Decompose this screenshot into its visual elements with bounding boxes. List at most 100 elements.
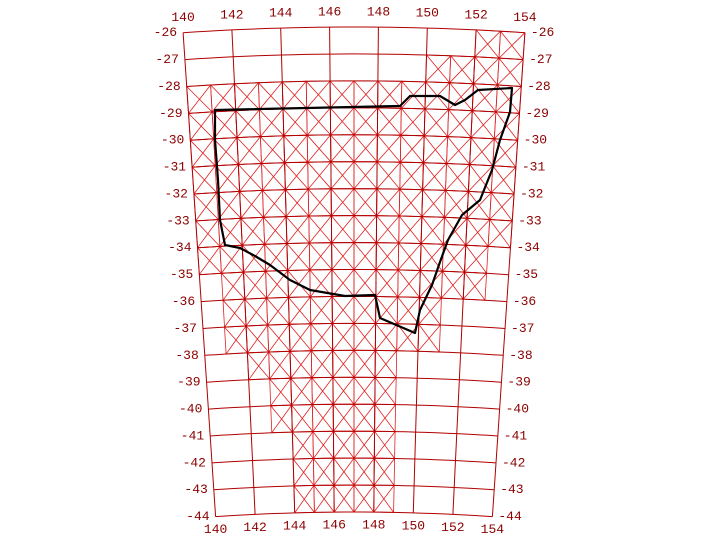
latitude-line — [199, 269, 509, 276]
lat-label-right: -32 — [520, 186, 543, 201]
grid-cell — [353, 349, 376, 378]
grid-cell — [353, 322, 377, 351]
grid-cell — [236, 136, 262, 165]
lon-label-top: 140 — [171, 10, 194, 25]
grid-cell — [246, 351, 271, 381]
grid-cell — [305, 80, 331, 109]
grid-cell — [284, 161, 309, 191]
grid-cell — [375, 242, 400, 271]
grid-cell — [282, 107, 308, 137]
lon-label-bottom: 142 — [243, 520, 266, 535]
grid-cell — [241, 243, 267, 273]
grid-cell — [399, 161, 424, 191]
grid-cell — [189, 138, 216, 168]
grid-cell — [258, 108, 285, 138]
grid-cell — [332, 349, 355, 378]
lat-label-left: -32 — [165, 186, 188, 201]
grid-cell — [243, 270, 268, 300]
grid-cell — [332, 430, 355, 459]
grid-cell — [288, 323, 312, 352]
grid-cell — [353, 161, 378, 190]
lon-label-bottom: 146 — [323, 518, 346, 533]
grid-cell — [264, 243, 289, 272]
lat-label-right: -35 — [515, 267, 538, 282]
grid-cell — [417, 323, 441, 353]
latitude-line — [186, 80, 522, 87]
grid-cell — [313, 484, 335, 513]
grid-cell — [244, 297, 269, 327]
grid-cell — [312, 457, 335, 486]
grid-cell — [353, 376, 376, 405]
grid-cell — [197, 245, 222, 276]
lat-label-left: -38 — [175, 348, 198, 363]
grid-cell — [498, 30, 526, 61]
grid-cell — [353, 457, 375, 486]
lat-label-left: -33 — [166, 213, 189, 228]
grid-cell — [419, 270, 443, 299]
lon-label-bottom: 144 — [283, 518, 307, 533]
grid-cell — [353, 430, 376, 459]
grid-cell — [261, 162, 286, 191]
lon-label-top: 150 — [416, 5, 439, 20]
grid-cell — [373, 430, 396, 459]
lat-label-left: -41 — [181, 428, 205, 443]
lon-label-bottom: 150 — [402, 518, 425, 533]
grid-cell — [466, 190, 492, 220]
longitude-line — [182, 32, 217, 517]
grid-cell — [291, 404, 314, 433]
lat-label-left: -27 — [155, 52, 178, 67]
latitude-line — [204, 349, 504, 356]
grid-cell — [332, 376, 355, 405]
grid-cell — [288, 296, 312, 325]
grid-cell — [310, 323, 334, 352]
grid-cell — [193, 192, 219, 222]
grid-cell — [307, 161, 332, 190]
grid-cell — [377, 80, 403, 109]
grid-cell — [293, 484, 315, 514]
grid-cell — [490, 165, 517, 195]
grid-cell — [353, 484, 375, 513]
grid-cell — [331, 242, 355, 271]
lat-label-right: -30 — [524, 133, 547, 148]
latitude-line — [192, 161, 516, 168]
grid-cell — [308, 242, 333, 271]
lon-label-bottom: 152 — [441, 520, 464, 535]
lat-label-left: -31 — [163, 160, 187, 175]
grid-cell — [400, 107, 426, 137]
grid-cell — [330, 134, 355, 163]
lon-label-bottom: 148 — [362, 518, 385, 533]
lat-label-left: -40 — [179, 402, 202, 417]
grid-cell — [398, 188, 424, 218]
grid-cell — [469, 137, 495, 167]
grid-cell — [440, 270, 465, 300]
grid-cell — [376, 161, 401, 190]
grid-cell — [331, 295, 355, 324]
lat-label-right: -33 — [518, 213, 541, 228]
lat-label-right: -42 — [502, 455, 525, 470]
lat-label-right: -36 — [513, 294, 536, 309]
lon-label-bottom: 154 — [481, 522, 505, 537]
lat-label-left: -34 — [168, 240, 192, 255]
grid-cell — [210, 83, 237, 113]
grid-cell — [240, 216, 266, 246]
grid-cell — [259, 135, 286, 164]
grid-cell — [191, 165, 218, 195]
grid-cell — [312, 430, 335, 459]
lat-label-left: -39 — [177, 375, 200, 390]
lat-label-right: -29 — [525, 106, 548, 121]
grid-cell — [396, 296, 420, 325]
grid-cell — [283, 134, 309, 164]
grid-cell — [376, 134, 402, 163]
latitude-line — [183, 26, 525, 34]
grid-cell — [270, 404, 293, 434]
grid-cell — [353, 242, 377, 271]
grid-cell — [267, 323, 291, 353]
grid-cell — [195, 219, 221, 249]
grid-cell — [186, 84, 213, 114]
grid-cell — [332, 403, 355, 432]
grid-cell — [235, 109, 261, 139]
grid-cell — [422, 162, 447, 191]
latitude-line — [197, 242, 511, 249]
grid-cell — [266, 296, 290, 326]
lat-label-left: -44 — [186, 509, 210, 524]
